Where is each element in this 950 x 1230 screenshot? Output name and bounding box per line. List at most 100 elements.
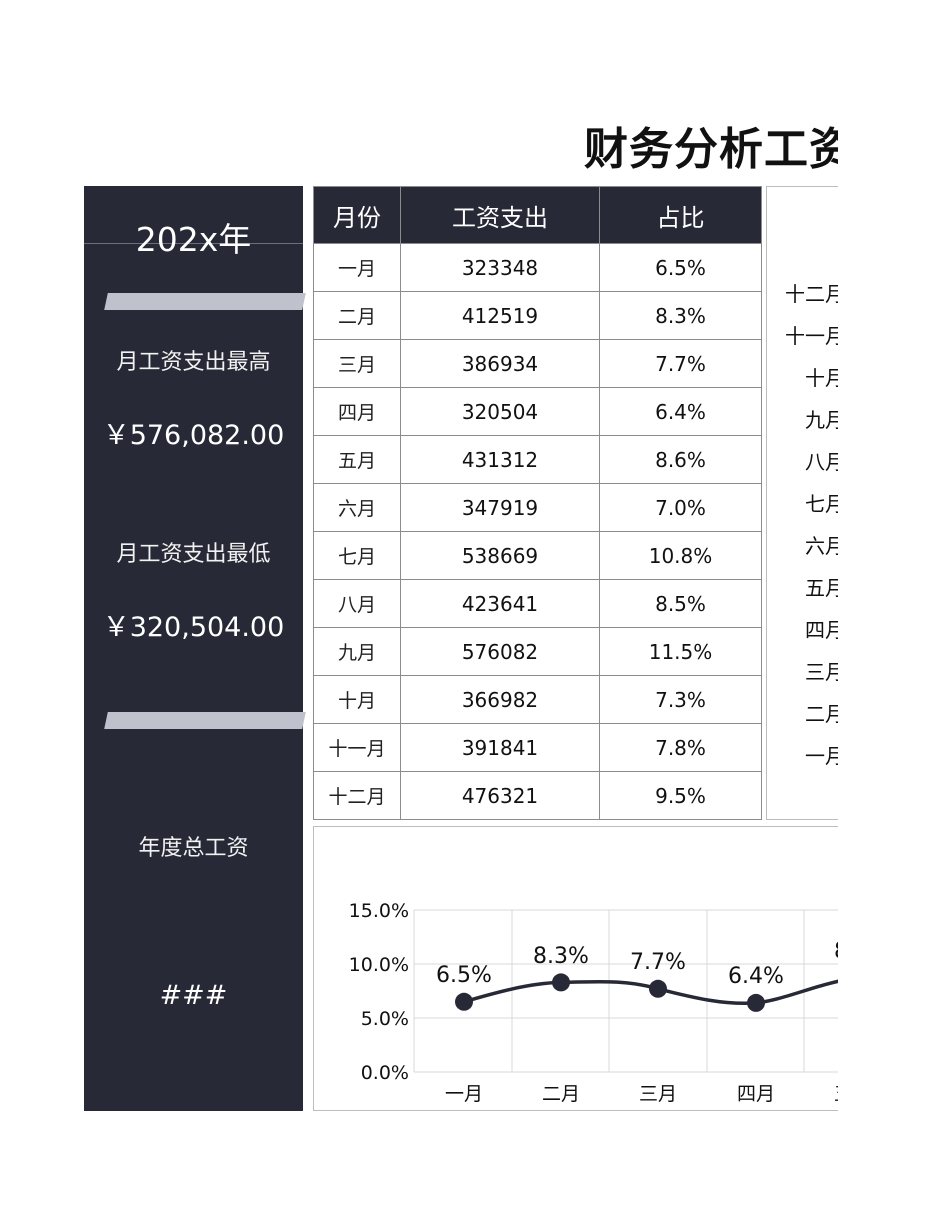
cell-share[interactable]: 7.8% [599, 723, 762, 772]
y-tick: 10.0% [349, 954, 409, 976]
table-row: 七月 538669 10.8% [313, 531, 762, 580]
axis-label: 十二月 [785, 282, 838, 306]
axis-label: 二月 [805, 702, 838, 726]
cell-amount[interactable]: 320504 [400, 387, 600, 436]
cell-amount[interactable]: 538669 [400, 531, 600, 580]
table-row: 三月 386934 7.7% [313, 339, 762, 388]
table-row: 四月 320504 6.4% [313, 387, 762, 436]
cell-month[interactable]: 十一月 [313, 723, 401, 772]
x-tick: 二月 [542, 1083, 580, 1105]
cell-month[interactable]: 一月 [313, 243, 401, 292]
cell-month[interactable]: 五月 [313, 435, 401, 484]
max-salary-label: 月工资支出最高 [116, 350, 271, 375]
header-month: 月份 [313, 186, 401, 244]
axis-label: 十月 [805, 366, 838, 390]
cell-month[interactable]: 二月 [313, 291, 401, 340]
table-row: 六月 347919 7.0% [313, 483, 762, 532]
table-row: 十一月 391841 7.8% [313, 723, 762, 772]
cell-month[interactable]: 十二月 [313, 771, 401, 820]
table-row: 十二月 476321 9.5% [313, 771, 762, 820]
y-tick: 5.0% [361, 1008, 409, 1030]
cell-share[interactable]: 6.4% [599, 387, 762, 436]
cell-amount[interactable]: 476321 [400, 771, 600, 820]
cell-share[interactable]: 8.5% [599, 579, 762, 628]
cell-share[interactable]: 7.0% [599, 483, 762, 532]
axis-label: 三月 [805, 660, 838, 684]
header-share: 占比 [599, 186, 762, 244]
cell-share[interactable]: 7.3% [599, 675, 762, 724]
cell-month[interactable]: 八月 [313, 579, 401, 628]
page-title: 财务分析工资 [584, 124, 838, 175]
axis-label: 十一月 [785, 324, 838, 348]
table-row: 一月 323348 6.5% [313, 243, 762, 292]
table-row: 九月 576082 11.5% [313, 627, 762, 676]
cell-amount[interactable]: 423641 [400, 579, 600, 628]
cell-share[interactable]: 8.3% [599, 291, 762, 340]
axis-label: 八月 [805, 450, 838, 474]
cell-month[interactable]: 四月 [313, 387, 401, 436]
y-tick: 0.0% [361, 1062, 409, 1084]
data-label: 6.5% [436, 963, 492, 988]
max-salary-value: ￥576,082.00 [102, 420, 285, 451]
divider [84, 243, 303, 244]
cell-share[interactable]: 7.7% [599, 339, 762, 388]
line-chart-svg: 15.0% 10.0% 5.0% 0.0% 6.5% 8.3% 7.7% 6.4… [349, 900, 838, 1105]
cell-amount[interactable]: 431312 [400, 435, 600, 484]
table-row: 二月 412519 8.3% [313, 291, 762, 340]
annual-total-value: ### [159, 980, 228, 1011]
axis-label: 一月 [805, 744, 838, 768]
cell-amount[interactable]: 323348 [400, 243, 600, 292]
salary-table: 月份 工资支出 占比 一月 323348 6.5% 二月 412519 8.3% 三月 3… [313, 186, 762, 820]
axis-label: 六月 [805, 534, 838, 558]
x-axis-labels: 一月 二月 三月 四月 五月 [445, 1083, 838, 1105]
cell-share[interactable]: 6.5% [599, 243, 762, 292]
cell-month[interactable]: 七月 [313, 531, 401, 580]
data-label: 6.4% [728, 964, 784, 989]
cell-share[interactable]: 8.6% [599, 435, 762, 484]
y-tick: 15.0% [349, 900, 409, 922]
data-labels: 6.5% 8.3% 7.7% 6.4% 8 [436, 939, 838, 989]
table-row: 八月 423641 8.5% [313, 579, 762, 628]
share-line-chart[interactable]: 15.0% 10.0% 5.0% 0.0% 6.5% 8.3% 7.7% 6.4… [313, 826, 838, 1111]
cell-share[interactable]: 9.5% [599, 771, 762, 820]
data-label: 7.7% [630, 950, 686, 975]
decorative-band [104, 293, 306, 310]
x-tick: 五月 [834, 1083, 838, 1105]
data-points [455, 973, 765, 1012]
y-axis-ticks: 15.0% 10.0% 5.0% 0.0% [349, 900, 409, 1084]
cell-share[interactable]: 10.8% [599, 531, 762, 580]
header-amount: 工资支出 [400, 186, 600, 244]
cell-month[interactable]: 九月 [313, 627, 401, 676]
table-row: 十月 366982 7.3% [313, 675, 762, 724]
cell-amount[interactable]: 366982 [400, 675, 600, 724]
cell-amount[interactable]: 412519 [400, 291, 600, 340]
axis-label: 九月 [805, 408, 838, 432]
cell-amount[interactable]: 386934 [400, 339, 600, 388]
cell-amount[interactable]: 576082 [400, 627, 600, 676]
cell-month[interactable]: 三月 [313, 339, 401, 388]
gridlines [413, 909, 838, 1073]
cell-month[interactable]: 十月 [313, 675, 401, 724]
min-salary-value: ￥320,504.00 [102, 612, 285, 643]
axis-label: 七月 [805, 492, 838, 516]
axis-label: 四月 [805, 618, 838, 642]
year-label: 202x年 [135, 220, 252, 259]
cell-share[interactable]: 11.5% [599, 627, 762, 676]
sheet-viewport: 财务分析工资 202x年 月工资支出最高 ￥576,082.00 月工资支出最低… [84, 124, 838, 1111]
cell-amount[interactable]: 391841 [400, 723, 600, 772]
table-header-row: 月份 工资支出 占比 [313, 186, 762, 244]
x-tick: 四月 [737, 1083, 775, 1105]
cell-amount[interactable]: 347919 [400, 483, 600, 532]
summary-panel: 202x年 月工资支出最高 ￥576,082.00 月工资支出最低 ￥320,5… [84, 186, 306, 1111]
cell-month[interactable]: 六月 [313, 483, 401, 532]
x-tick: 一月 [445, 1083, 483, 1105]
bar-chart-panel[interactable]: 十二月 十一月 十月 九月 八月 七月 六月 五月 四月 三月 二月 一月 [766, 186, 838, 820]
decorative-band [104, 712, 306, 729]
x-tick: 三月 [639, 1083, 677, 1105]
data-label: 8.3% [533, 944, 589, 969]
min-salary-label: 月工资支出最低 [116, 542, 271, 567]
annual-total-label: 年度总工资 [138, 836, 249, 861]
data-label: 8 [834, 939, 838, 964]
axis-label: 五月 [805, 576, 838, 600]
table-row: 五月 431312 8.6% [313, 435, 762, 484]
